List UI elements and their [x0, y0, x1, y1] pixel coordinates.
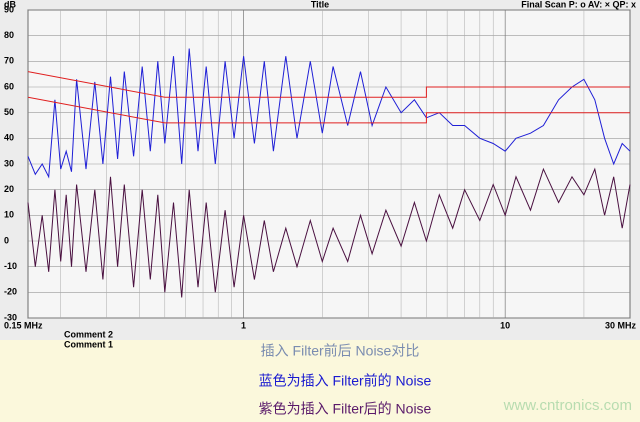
comment: Comment 2: [64, 329, 113, 339]
y-tick-label: 80: [4, 30, 14, 40]
caption-area: [0, 340, 640, 422]
y-tick-label: 20: [4, 184, 14, 194]
x-tick-label: 1: [241, 320, 246, 330]
data-line: [27, 48, 631, 179]
y-tick-label: 50: [4, 107, 14, 117]
x-tick-label: 0.15 MHz: [4, 320, 43, 330]
comment: Comment 1: [64, 339, 113, 349]
y-tick-label: 10: [4, 210, 14, 220]
limit-line: [27, 71, 630, 98]
header-right: Final Scan P: o AV: × QP: x: [521, 0, 636, 9]
y-tick-label: 60: [4, 81, 14, 91]
limit-line: [27, 96, 630, 124]
caption: 紫色为插入 Filter后的 Noise: [259, 401, 432, 417]
x-tick-label: 10: [500, 320, 510, 330]
y-tick-label: -30: [4, 312, 17, 322]
data-line: [27, 167, 631, 298]
caption: 蓝色为插入 Filter前的 Noise: [259, 373, 432, 389]
y-tick-label: 30: [4, 158, 14, 168]
x-tick-label: 30 MHz: [605, 320, 637, 330]
chart-title: Title: [311, 0, 329, 9]
y-tick-label: 90: [4, 4, 14, 14]
y-tick-label: 70: [4, 56, 14, 66]
y-tick-label: -20: [4, 287, 17, 297]
y-tick-label: 40: [4, 133, 14, 143]
caption: 插入 Filter前后 Noise对比: [261, 343, 420, 359]
y-tick-label: 0: [4, 235, 9, 245]
y-axis-label: dB: [4, 0, 16, 9]
watermark: www.cntronics.com: [503, 397, 632, 414]
y-tick-label: -10: [4, 261, 17, 271]
